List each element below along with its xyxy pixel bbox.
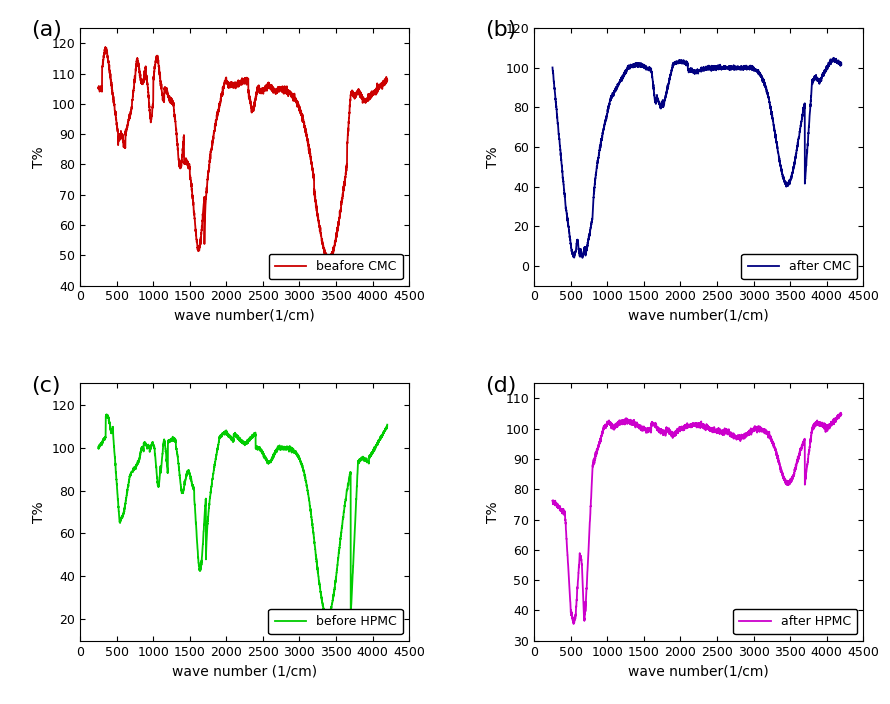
Legend: before HPMC: before HPMC [269,609,403,634]
Text: (d): (d) [485,375,516,396]
X-axis label: wave number(1/cm): wave number(1/cm) [174,309,315,323]
Text: (a): (a) [31,20,61,40]
Legend: after CMC: after CMC [741,253,857,279]
Text: (c): (c) [31,375,61,396]
Legend: after HPMC: after HPMC [733,609,857,634]
Y-axis label: T%: T% [32,146,45,168]
X-axis label: wave number(1/cm): wave number(1/cm) [628,664,769,678]
Y-axis label: T%: T% [486,501,500,523]
X-axis label: wave number (1/cm): wave number (1/cm) [172,664,317,678]
Text: (b): (b) [485,20,516,40]
X-axis label: wave number(1/cm): wave number(1/cm) [628,309,769,323]
Y-axis label: T%: T% [486,146,500,168]
Legend: beafore CMC: beafore CMC [269,253,403,279]
Y-axis label: T%: T% [32,501,45,523]
